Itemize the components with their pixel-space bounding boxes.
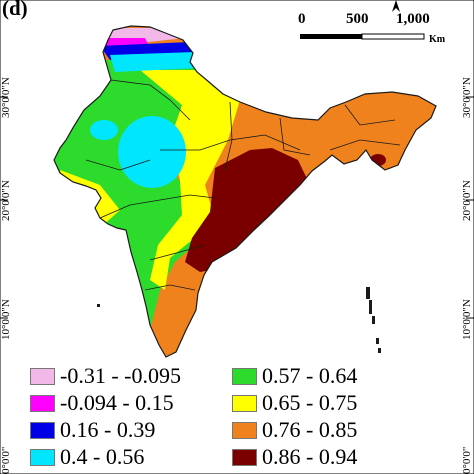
legend-swatch xyxy=(232,367,257,385)
legend-label: 0.4 - 0.56 xyxy=(60,444,145,469)
legend-swatch xyxy=(30,367,55,385)
legend-item: -0.094 - 0.15 xyxy=(30,392,174,414)
lat-label-right-30n: 30°0'0"N xyxy=(461,77,473,118)
scale-bar-graphic xyxy=(300,33,425,40)
panel-label: (d) xyxy=(2,0,28,20)
legend-label: 0.57 - 0.64 xyxy=(262,363,358,388)
lat-label-left-30n: 30°0'0"N xyxy=(0,77,12,118)
legend-item: 0.16 - 0.39 xyxy=(30,419,155,441)
north-arrow-icon xyxy=(392,0,400,12)
scale-unit: Km xyxy=(429,34,446,45)
legend-label: 0.65 - 0.75 xyxy=(262,390,358,415)
legend-swatch xyxy=(232,421,257,439)
legend-item: -0.31 - -0.095 xyxy=(30,365,181,387)
scale-tick-1000: 1,000 xyxy=(396,11,430,27)
lat-label-left-10n: 10°0'0"N xyxy=(0,299,12,340)
legend-item: 0.76 - 0.85 xyxy=(232,419,357,441)
lat-label-left-20n: 20°0'0"N xyxy=(0,180,12,221)
legend-swatch xyxy=(30,421,55,439)
lat-label-right-10n: 10°0'0"N xyxy=(461,299,473,340)
lat-label-right-0: 0°0'0" xyxy=(461,446,473,474)
legend-label: 0.76 - 0.85 xyxy=(262,417,358,442)
legend-label: -0.094 - 0.15 xyxy=(60,390,174,415)
lat-label-right-20n: 20°0'0"N xyxy=(461,180,473,221)
legend-item: 0.86 - 0.94 xyxy=(232,446,357,468)
legend-item: 0.57 - 0.64 xyxy=(232,365,357,387)
legend-label: 0.16 - 0.39 xyxy=(60,417,156,442)
scale-tick-500: 500 xyxy=(346,11,369,27)
legend-swatch xyxy=(30,448,55,466)
legend-swatch xyxy=(232,394,257,412)
scale-tick-0: 0 xyxy=(298,11,306,27)
lat-label-left-0: 0°0'0" xyxy=(0,446,12,474)
legend-swatch xyxy=(30,394,55,412)
legend-item: 0.65 - 0.75 xyxy=(232,392,357,414)
legend-swatch xyxy=(232,448,257,466)
legend-label: 0.86 - 0.94 xyxy=(262,444,358,469)
legend-item: 0.4 - 0.56 xyxy=(30,446,144,468)
legend-label: -0.31 - -0.095 xyxy=(60,363,181,388)
